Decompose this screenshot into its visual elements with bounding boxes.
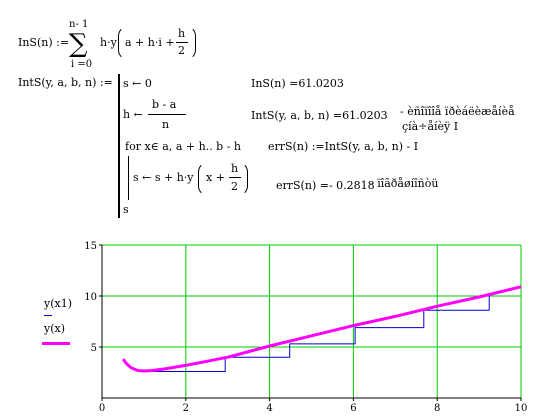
error-comment: - ïîãðåøíîñòü	[370, 177, 439, 190]
program-line-4-frac-line	[229, 177, 241, 178]
y-tick-label: 15	[84, 241, 97, 252]
ins-parentheses	[118, 26, 196, 60]
loop-bar	[128, 156, 129, 200]
legend-swatch-y-x1	[44, 315, 52, 316]
line-4-parentheses	[198, 162, 248, 196]
program-line-4-mid: x +	[206, 171, 225, 184]
program-bar	[118, 74, 120, 218]
series-y-x-curve	[121, 285, 522, 373]
ins-result: InS(n) =61.0203	[251, 77, 344, 90]
exact-value-comment-line-2: çíà÷åíèÿ I	[402, 120, 459, 133]
program-line-2-frac-line	[148, 114, 186, 115]
sum-symbol: ∑	[69, 29, 88, 59]
ints-lhs: IntS(y, a, b, n) :=	[18, 76, 113, 89]
legend-label-y-x: y(x)	[44, 322, 66, 335]
err-result: errS(n) =- 0.2818	[276, 179, 375, 192]
program-line-2-den: n	[162, 118, 170, 131]
program-line-4-num: h	[231, 162, 239, 175]
ints-result: IntS(y, a, b, n) =61.0203	[251, 109, 388, 122]
legend-label-y-x1: y(x1)	[44, 297, 72, 310]
err-definition: errS(n) :=IntS(y, a, b, n) - I	[268, 140, 419, 153]
x-tick-label: 0	[99, 403, 105, 414]
program-line-4-den: 2	[231, 180, 238, 193]
x-tick-label: 8	[434, 403, 440, 414]
ins-frac-num: h	[178, 27, 186, 40]
ins-body-pre: h·y	[100, 36, 117, 49]
ins-frac-den: 2	[178, 44, 185, 57]
y-tick-label: 5	[91, 343, 97, 354]
ins-body-mid: a + h·i +	[125, 36, 175, 49]
x-tick-label: 4	[266, 403, 272, 414]
y-tick-label: 10	[84, 292, 97, 303]
program-line-4-pre: s ← s + h·y	[133, 171, 194, 184]
exact-value-comment-line-1: - èñîïîîå ïðèáëèæåíèå	[400, 105, 515, 118]
x-tick-label: 6	[350, 403, 356, 414]
program-line-2-num: b - a	[152, 98, 177, 111]
ins-frac-line	[176, 42, 188, 43]
sum-upper-limit: n- 1	[69, 19, 89, 30]
series-y-x1-steps	[143, 294, 490, 372]
program-line-5: s	[123, 203, 129, 216]
program-line-3: for x∈ a, a + h.. b - h	[125, 140, 242, 153]
x-tick-label: 10	[515, 403, 528, 414]
program-line-2-pre: h ←	[123, 108, 143, 121]
x-tick-label: 2	[183, 403, 189, 414]
sum-lower-limit: i =0	[71, 59, 93, 70]
legend-swatch-y-x	[42, 342, 70, 345]
program-line-1: s ← 0	[123, 77, 152, 90]
ins-lhs: InS(n) :=	[18, 36, 70, 49]
